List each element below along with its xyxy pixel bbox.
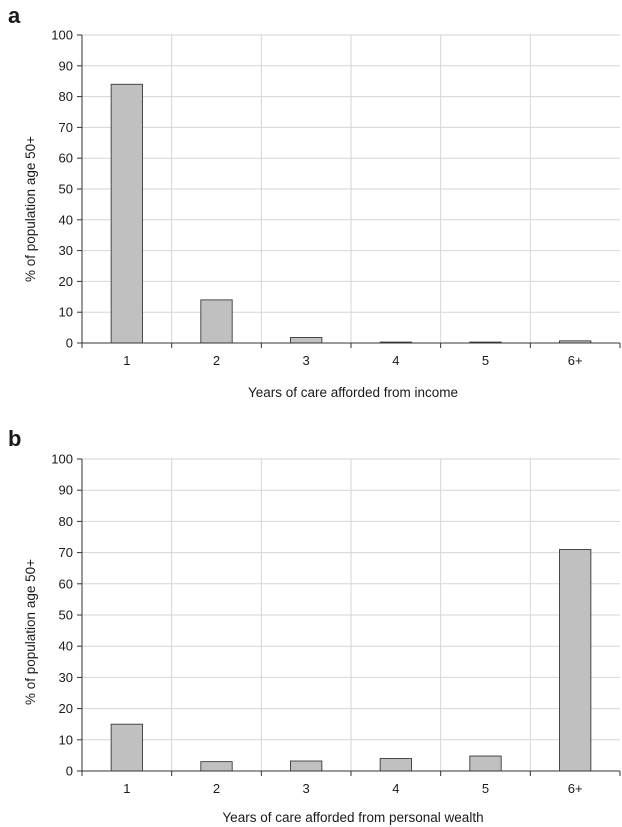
panel-a: a % of population age 50+ Years of care … bbox=[8, 3, 621, 400]
panel-b-x-tick-label: 5 bbox=[482, 781, 489, 796]
panel-b-x-axis-title: Years of care afforded from personal wea… bbox=[222, 810, 483, 825]
panel-a-y-tick-label: 10 bbox=[59, 305, 73, 320]
panel-b-y-tick-label: 80 bbox=[59, 514, 73, 529]
panel-b-plot-area: 0 10 20 30 40 50 60 70 80 90 100 1 2 3 4 5 6+ bbox=[51, 452, 621, 796]
panel-b-x-tick-label: 2 bbox=[213, 781, 220, 796]
panel-b-y-tick-label: 30 bbox=[59, 670, 73, 685]
panel-b-y-tick-label: 40 bbox=[59, 639, 73, 654]
panel-a-letter: a bbox=[8, 3, 21, 28]
panel-b-y-tick-label: 20 bbox=[59, 701, 73, 716]
panel-a-y-tick-label: 0 bbox=[66, 336, 73, 351]
panel-a-y-tick-label: 90 bbox=[59, 58, 73, 73]
panel-b-y-tick-label: 60 bbox=[59, 576, 73, 591]
panel-b-y-tick-label: 100 bbox=[51, 452, 73, 467]
panel-b-bar-2 bbox=[200, 761, 233, 772]
panel-a-y-tick-label: 30 bbox=[59, 243, 73, 258]
panel-a-x-tick-label: 4 bbox=[392, 353, 399, 368]
panel-b-y-tick-label: 70 bbox=[59, 545, 73, 560]
panel-a-plot-area: 0 10 20 30 40 50 60 70 80 90 100 1 2 3 4 5 6+ bbox=[51, 28, 621, 368]
panel-b-letter: b bbox=[8, 426, 21, 451]
panel-a-x-tick-label: 3 bbox=[303, 353, 310, 368]
panel-a-y-tick-label: 70 bbox=[59, 120, 73, 135]
panel-a-x-tick-label: 6+ bbox=[568, 353, 583, 368]
panel-b-x-tick-label: 4 bbox=[392, 781, 399, 796]
panel-a-bar-3 bbox=[290, 337, 323, 344]
panel-a-x-tick-label: 1 bbox=[123, 353, 130, 368]
panel-a-x-axis-title: Years of care afforded from income bbox=[248, 385, 458, 400]
panel-a-y-tick-label: 100 bbox=[51, 28, 73, 43]
panel-a-bar-2 bbox=[200, 299, 233, 344]
panel-b-y-tick-label: 50 bbox=[59, 608, 73, 623]
panel-b-bar-6+ bbox=[559, 549, 592, 772]
panel-a-y-tick-label: 20 bbox=[59, 274, 73, 289]
panel-a-x-tick-label: 5 bbox=[482, 353, 489, 368]
panel-b-y-tick-label: 10 bbox=[59, 732, 73, 747]
panel-a-y-tick-label: 40 bbox=[59, 212, 73, 227]
panel-b-x-tick-label: 3 bbox=[303, 781, 310, 796]
panel-a-y-tick-label: 50 bbox=[59, 182, 73, 197]
panel-b: b % of population age 50+ Years of care … bbox=[8, 426, 621, 825]
panel-a-y-tick-label: 60 bbox=[59, 151, 73, 166]
panel-a-x-tick-label: 2 bbox=[213, 353, 220, 368]
panel-a-y-tick-label: 80 bbox=[59, 89, 73, 104]
panel-b-y-axis-title: % of population age 50+ bbox=[23, 559, 38, 705]
panel-b-y-tick-label: 0 bbox=[66, 764, 73, 779]
panel-a-y-axis-title: % of population age 50+ bbox=[23, 136, 38, 282]
panel-b-bar-4 bbox=[379, 758, 412, 772]
panel-b-x-tick-label: 6+ bbox=[568, 781, 583, 796]
panel-b-bar-5 bbox=[469, 755, 502, 772]
panel-b-y-tick-label: 90 bbox=[59, 483, 73, 498]
panel-a-bar-1 bbox=[110, 83, 143, 344]
panel-b-x-tick-label: 1 bbox=[123, 781, 130, 796]
panel-b-bar-3 bbox=[290, 760, 323, 772]
panel-b-bar-1 bbox=[110, 723, 143, 772]
